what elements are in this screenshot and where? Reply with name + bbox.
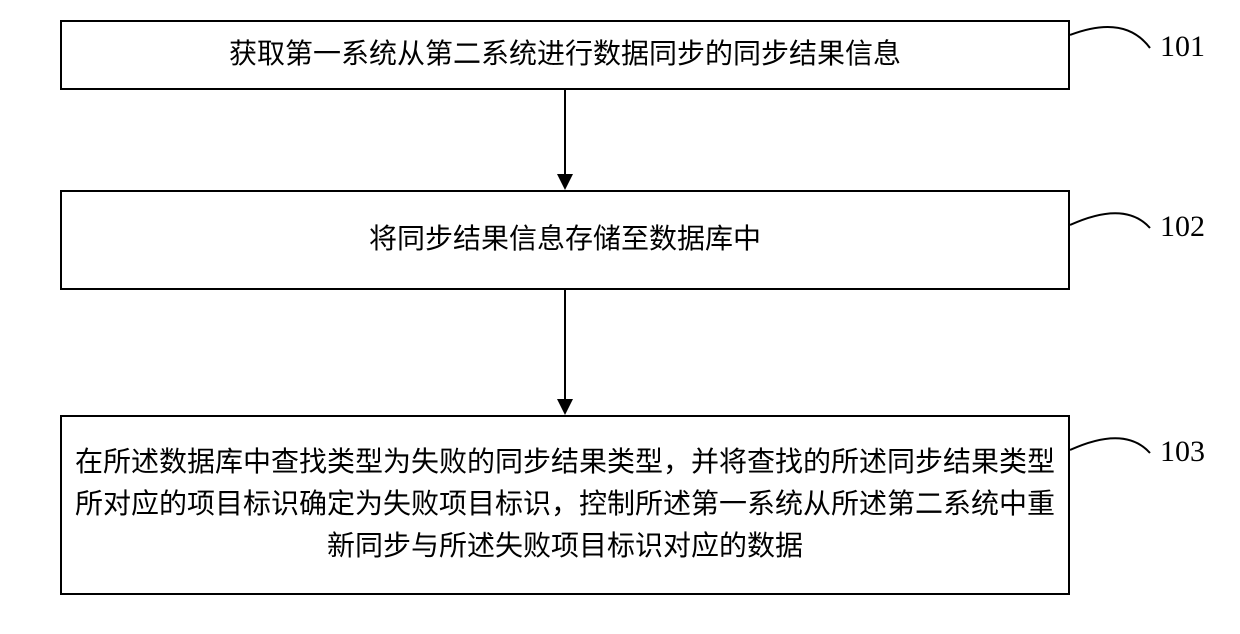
flow-node-1: 获取第一系统从第二系统进行数据同步的同步结果信息 <box>60 20 1070 90</box>
flow-node-1-label: 101 <box>1160 30 1205 64</box>
flow-node-3-text: 在所述数据库中查找类型为失败的同步结果类型，并将查找的所述同步结果类型所对应的项… <box>74 442 1056 568</box>
flowchart-canvas: 获取第一系统从第二系统进行数据同步的同步结果信息 101 将同步结果信息存储至数… <box>0 0 1240 634</box>
flow-node-2: 将同步结果信息存储至数据库中 <box>60 190 1070 290</box>
connector-1 <box>1070 20 1155 60</box>
flow-edge-1-line <box>564 90 566 174</box>
connector-3 <box>1070 425 1155 465</box>
flow-node-2-text: 将同步结果信息存储至数据库中 <box>369 219 761 261</box>
flow-edge-2-head <box>557 399 573 415</box>
flow-node-3: 在所述数据库中查找类型为失败的同步结果类型，并将查找的所述同步结果类型所对应的项… <box>60 415 1070 595</box>
flow-node-1-text: 获取第一系统从第二系统进行数据同步的同步结果信息 <box>229 34 901 76</box>
flow-node-2-label: 102 <box>1160 210 1205 244</box>
flow-edge-2-line <box>564 290 566 399</box>
flow-edge-1-head <box>557 174 573 190</box>
flow-node-3-label: 103 <box>1160 435 1205 469</box>
connector-2 <box>1070 200 1155 240</box>
